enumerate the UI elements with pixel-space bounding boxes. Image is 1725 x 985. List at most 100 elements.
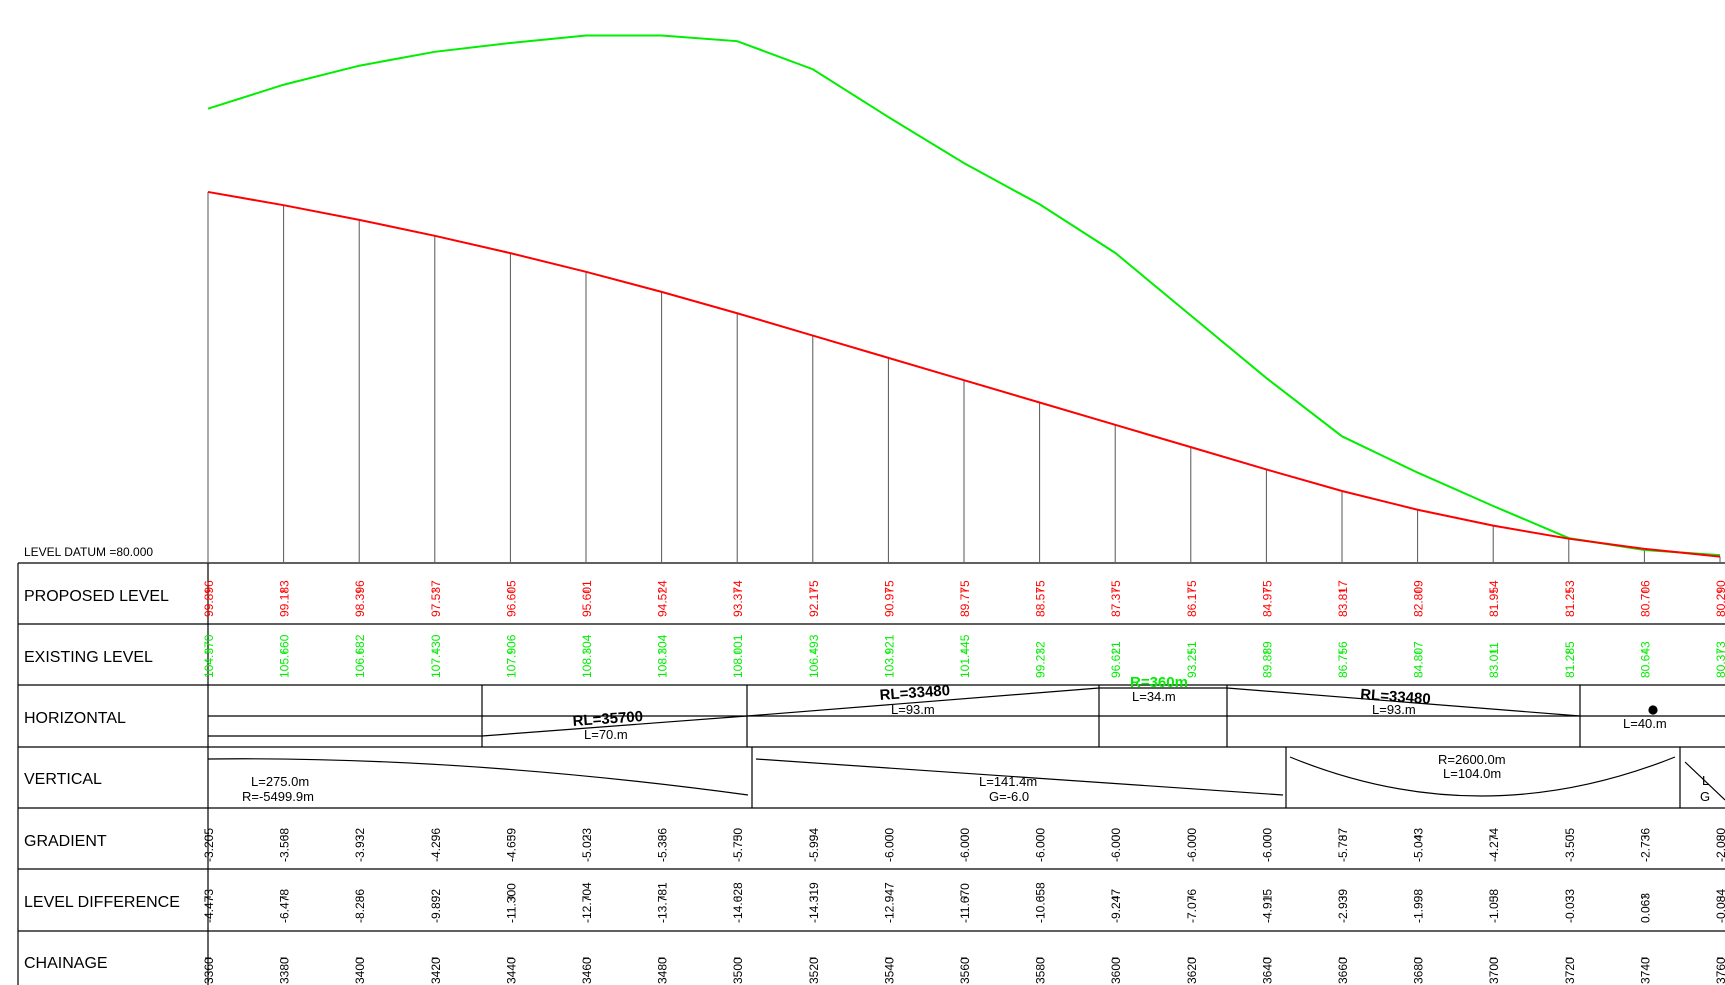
existing-level-value: 99.232 (1034, 641, 1048, 678)
existing-level-values: 104.370 105.660 106.682 107.430 107.906 108.3… (202, 634, 1725, 678)
station-lines (207, 191, 1721, 562)
proposed-level-value: 96.605 (504, 580, 518, 617)
gradient-value: -6.000 (1260, 828, 1274, 862)
chainage-value: 3360 (202, 957, 216, 984)
chainage-value: 3660 (1336, 957, 1350, 984)
gradient-value: -6.000 (882, 828, 896, 862)
level-difference-value: -6.478 (278, 889, 292, 923)
existing-level-value: 106.682 (353, 634, 367, 678)
existing-level-value: 108.001 (731, 634, 745, 678)
chainage-value: 3500 (731, 957, 745, 984)
horizontal-alignment-band (208, 685, 1725, 747)
chainage-value: 3620 (1185, 957, 1199, 984)
gradient-value: -3.932 (353, 828, 367, 862)
level-difference-value: 0.063 (1638, 893, 1652, 923)
existing-level-value: 89.889 (1260, 641, 1274, 678)
chainage-value: 3540 (882, 957, 896, 984)
proposed-level-value: 97.537 (429, 580, 443, 617)
vt-l-cut: L (1702, 773, 1709, 788)
level-difference-value: -8.286 (353, 889, 367, 923)
gradient-value: -5.043 (1412, 828, 1426, 862)
existing-level-value: 101.445 (958, 634, 972, 678)
gradient-value: -3.568 (278, 828, 292, 862)
hz-rl-33480-a: RL=33480 (879, 682, 950, 704)
gradient-value: -3.505 (1563, 828, 1577, 862)
level-datum-label: LEVEL DATUM =80.000 (24, 545, 153, 559)
gradient-value: -5.994 (807, 828, 821, 862)
chainage-value: 3460 (580, 957, 594, 984)
level-difference-value: -14.628 (731, 882, 745, 923)
row-label-proposed-level: PROPOSED LEVEL (24, 588, 169, 605)
hz-l-40: L=40.m (1623, 716, 1667, 731)
chainage-value: 3640 (1260, 957, 1274, 984)
proposed-level-value: 99.183 (278, 580, 292, 617)
row-label-vertical: VERTICAL (24, 771, 102, 788)
gradient-value: -5.750 (731, 828, 745, 862)
proposed-level-value: 99.896 (202, 580, 216, 617)
level-difference-value: -0.033 (1563, 889, 1577, 923)
proposed-level-value: 93.374 (731, 580, 745, 617)
chainage-value: 3400 (353, 957, 367, 984)
row-label-level-difference: LEVEL DIFFERENCE (24, 894, 180, 911)
existing-level-value: 83.011 (1487, 642, 1501, 678)
vt-r-5499: R=-5499.9m (242, 789, 314, 804)
vt-l-104: L=104.0m (1443, 766, 1501, 781)
level-difference-value: -1.058 (1487, 889, 1501, 923)
existing-level-value: 105.660 (278, 634, 292, 678)
level-difference-value: -9.247 (1109, 889, 1123, 923)
level-difference-value: -11.670 (958, 883, 972, 923)
chainage-value: 3520 (807, 957, 821, 984)
chainage-value: 3420 (429, 957, 443, 984)
existing-level-value: 80.373 (1714, 641, 1725, 678)
gradient-value: -4.296 (429, 828, 443, 862)
chainage-value: 3600 (1109, 957, 1123, 984)
existing-level-value: 80.643 (1638, 641, 1652, 678)
gradient-value: -6.000 (1109, 828, 1123, 862)
existing-level-value: 93.251 (1185, 641, 1199, 678)
vt-l-141: L=141.4m (979, 774, 1037, 789)
gradient-value: -5.787 (1336, 828, 1350, 862)
vt-g-cut: G (1700, 789, 1710, 804)
existing-level-value: 81.285 (1563, 641, 1577, 678)
level-difference-value: -4.473 (202, 889, 216, 923)
proposed-level-value: 82.809 (1412, 580, 1426, 617)
row-label-horizontal: HORIZONTAL (24, 710, 126, 727)
level-difference-value: -4.915 (1260, 889, 1274, 923)
level-difference-value: -12.704 (580, 882, 594, 923)
level-difference-value: -0.084 (1714, 889, 1725, 923)
row-label-gradient: GRADIENT (24, 833, 107, 850)
existing-level-value: 107.906 (504, 634, 518, 678)
vertical-alignment-band (207, 747, 1725, 808)
level-difference-value: -13.781 (656, 882, 670, 923)
existing-level-value: 106.493 (807, 634, 821, 678)
hz-l-93-b: L=93.m (1372, 702, 1416, 717)
proposed-level-value: 84.975 (1260, 580, 1274, 617)
proposed-level-value: 88.575 (1034, 580, 1048, 617)
proposed-level-value: 90.975 (882, 580, 896, 617)
gradient-value: -5.023 (580, 828, 594, 862)
chainage-value: 3560 (958, 957, 972, 984)
level-difference-value: -12.947 (882, 882, 896, 923)
existing-level-value: 84.807 (1412, 641, 1426, 678)
proposed-level-values: 99.896 99.183 98.396 97.537 96.605 95.601 94.5… (202, 580, 1725, 617)
proposed-level-line (207, 190, 1721, 558)
gradient-value: -6.000 (1185, 828, 1199, 862)
level-difference-value: -1.998 (1412, 889, 1426, 923)
row-label-existing-level: EXISTING LEVEL (24, 649, 153, 666)
existing-level-value: 104.370 (202, 634, 216, 678)
chainage-value: 3480 (656, 957, 670, 984)
vt-g-6: G=-6.0 (989, 789, 1029, 804)
gradient-values: -3.205 -3.568 -3.932 -4.296 -4.659 -5.023 -5.3… (202, 828, 1725, 862)
proposed-level-value: 98.396 (353, 580, 367, 617)
gradient-value: -6.000 (958, 828, 972, 862)
gradient-value: -4.274 (1487, 828, 1501, 862)
hz-l-93-a: L=93.m (891, 702, 935, 717)
chainage-value: 3760 (1714, 957, 1725, 984)
gradient-value: -4.659 (504, 828, 518, 862)
vt-l-275: L=275.0m (251, 774, 309, 789)
chainage-value: 3380 (278, 957, 292, 984)
proposed-level-value: 94.524 (656, 580, 670, 617)
hz-r-360: R=360m (1130, 674, 1188, 691)
proposed-level-value: 89.775 (958, 580, 972, 617)
hz-l-34: L=34.m (1132, 689, 1176, 704)
